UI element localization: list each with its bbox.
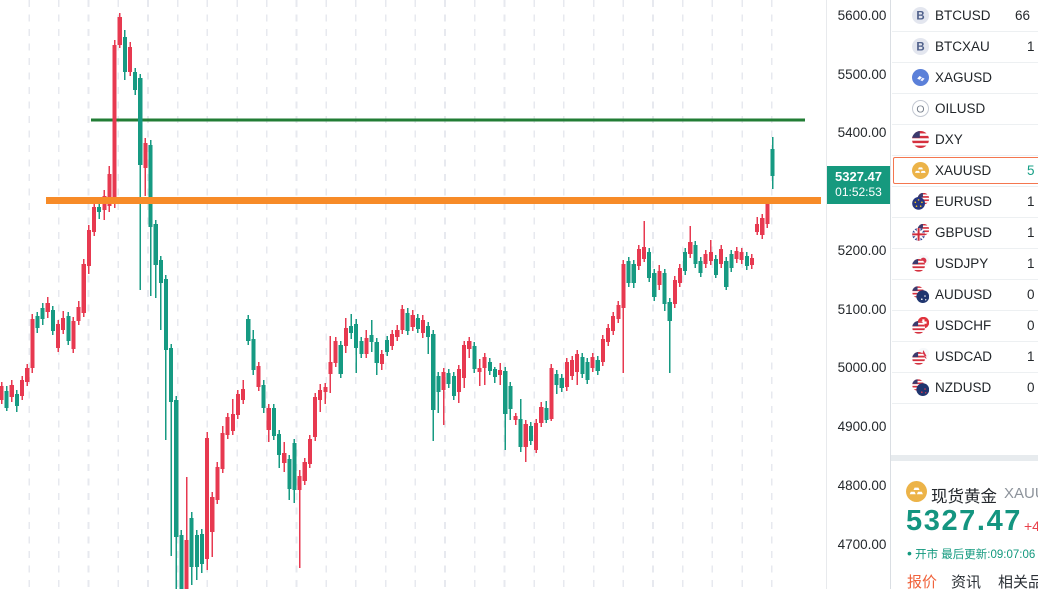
svg-text:O: O [916, 103, 924, 115]
svg-text:B: B [916, 42, 924, 54]
svg-text:B: B [916, 11, 924, 23]
